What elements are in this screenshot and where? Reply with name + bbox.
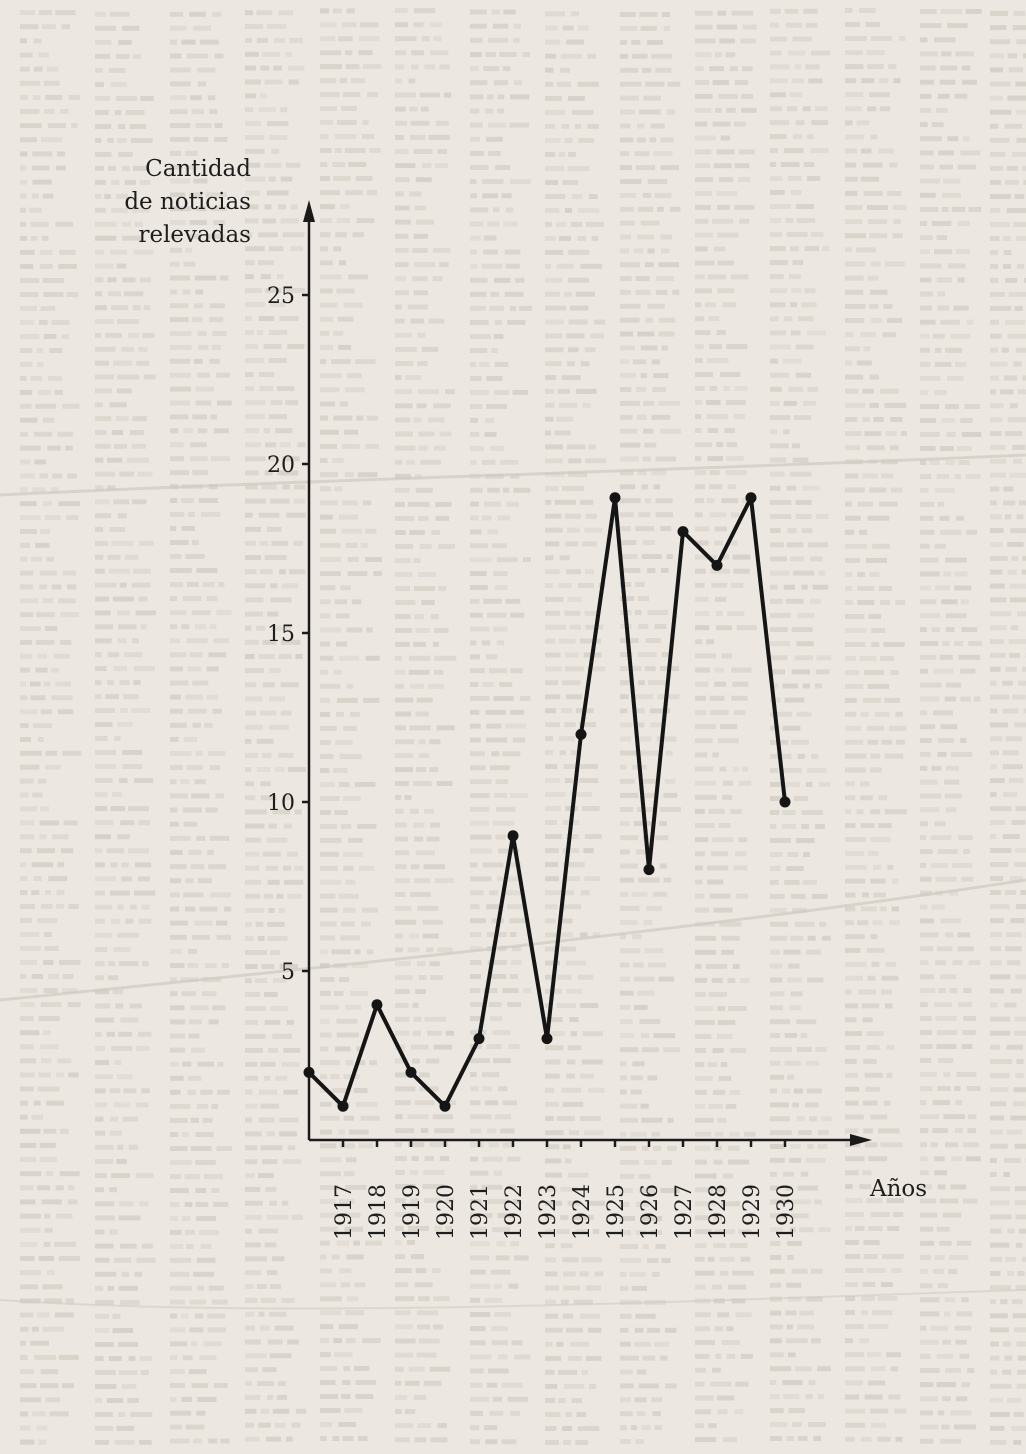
x-tick-label: 1929: [740, 1184, 765, 1240]
x-tick-label: 1927: [672, 1184, 697, 1240]
x-tick-label: 1925: [604, 1184, 629, 1240]
data-point: [337, 1100, 349, 1112]
y-axis-title: Cantidad de noticias relevadas: [124, 156, 251, 248]
y-axis-arrowhead: [303, 200, 315, 222]
x-tick-label: 1919: [400, 1184, 425, 1240]
series-line: [307, 495, 787, 1109]
y-tick-label: 20: [267, 453, 295, 478]
series-layer: [303, 492, 791, 1112]
data-point: [303, 1066, 315, 1078]
x-tick-label: 1917: [332, 1184, 357, 1240]
x-tick-label: 1920: [434, 1184, 459, 1240]
x-tick-label: 1921: [468, 1184, 493, 1240]
y-tick-label: 15: [267, 622, 295, 647]
data-point: [711, 559, 723, 571]
data-point: [779, 796, 791, 808]
data-point: [745, 492, 757, 504]
y-axis-title-line-1: Cantidad: [145, 156, 251, 182]
x-tick-label: 1924: [570, 1184, 595, 1240]
data-point: [541, 1033, 553, 1045]
x-tick-label: 1918: [366, 1184, 391, 1240]
y-axis-title-line-3: relevadas: [138, 222, 251, 248]
y-axis-ticks: 5 10 15 20 25: [267, 284, 309, 985]
data-point: [405, 1066, 417, 1078]
data-point: [575, 728, 587, 740]
data-point: [473, 1033, 485, 1045]
x-tick-label: 1922: [502, 1184, 527, 1240]
data-point: [439, 1100, 451, 1112]
data-point: [371, 999, 383, 1011]
x-tick-label: 1928: [706, 1184, 731, 1240]
y-tick-label: 5: [281, 960, 295, 985]
data-point: [507, 830, 519, 842]
y-axis-title-line-2: de noticias: [124, 189, 251, 215]
x-tick-label: 1926: [638, 1184, 663, 1240]
x-axis-title: Años: [869, 1176, 927, 1202]
x-axis-arrowhead: [850, 1134, 872, 1146]
x-axis-ticks: 1917 1918 1919 1920 1921 1922 1923 1924 1925 1926…: [332, 1140, 799, 1240]
data-point: [643, 864, 655, 876]
data-point: [677, 526, 689, 538]
x-tick-label: 1923: [536, 1184, 561, 1240]
x-tick-label: 1930: [774, 1184, 799, 1240]
y-tick-label: 25: [267, 284, 295, 309]
data-point: [609, 492, 621, 504]
axes: [303, 200, 872, 1146]
y-tick-label: 10: [267, 791, 295, 816]
